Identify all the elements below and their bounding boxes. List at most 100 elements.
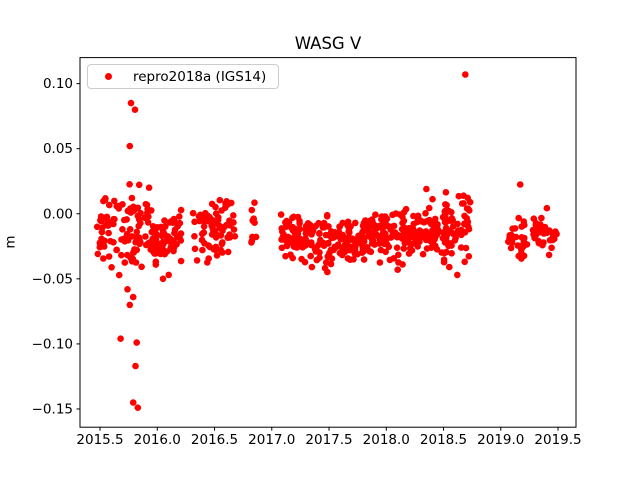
data-point [289,254,297,262]
data-point [464,194,472,202]
data-point [217,232,225,239]
data-point [252,233,260,241]
data-point [426,216,433,224]
x-tick-label: 2016.5 [191,432,238,448]
data-point [364,222,371,229]
data-point [441,208,449,215]
data-point [370,229,378,237]
data-point [517,242,524,250]
data-point [249,217,256,224]
data-point [344,222,352,230]
data-point [336,249,344,257]
data-point [209,225,217,233]
x-tick-label: 2015.5 [76,432,123,448]
data-point [177,237,185,244]
data-point [461,258,469,266]
data-point [449,223,457,230]
data-point [319,239,327,247]
data-point [152,261,160,268]
x-tick-label: 2019.5 [534,432,581,448]
outlier-point [124,286,131,293]
data-point [137,209,144,217]
data-point [319,224,327,231]
data-point [115,205,123,212]
outlier-point [126,142,134,150]
data-point [200,223,208,230]
data-point [128,233,136,240]
data-point [414,212,422,220]
data-point [413,237,421,244]
data-point [442,236,450,244]
data-point [548,244,555,252]
data-point [161,217,168,224]
y-tick-label: 0.05 [43,141,73,157]
data-point [385,243,393,251]
data-point [361,234,369,241]
data-point [532,221,540,229]
data-point [137,219,144,227]
data-point [448,208,455,216]
data-point [360,256,368,263]
data-point [169,246,176,253]
data-point [322,259,330,266]
data-point [434,226,442,234]
y-tick-label: 0.10 [43,76,73,92]
data-point [342,234,350,242]
data-point [457,244,465,251]
data-point [106,201,113,209]
data-point [193,257,201,264]
data-point [389,211,396,219]
data-point [443,201,450,209]
data-point [442,189,450,196]
data-point [177,257,185,265]
data-point [202,209,209,217]
outlier-point [446,263,453,271]
data-point [395,259,402,266]
data-point [96,239,104,246]
data-point [284,233,292,241]
data-point [217,246,224,254]
data-point [448,215,456,222]
data-point [279,233,287,241]
data-point [327,246,335,254]
data-point [324,239,332,247]
data-point [191,233,198,240]
data-point [158,224,165,231]
data-point [545,251,553,259]
data-point [433,246,441,253]
data-point [177,206,185,214]
data-point [445,227,452,234]
y-tick-label: −0.05 [32,271,73,287]
data-point [105,229,112,237]
chart-title: WASG V [294,34,362,53]
legend-marker-dot-icon [105,73,112,80]
data-point [316,249,323,256]
data-point [463,205,471,212]
data-point [118,251,125,259]
data-point [115,271,123,279]
outlier-point [454,271,461,279]
data-points [93,71,560,412]
data-point [94,250,102,258]
data-point [393,244,401,251]
x-tick-label: 2019.0 [477,432,524,448]
data-point [427,238,435,245]
data-point [443,248,450,256]
data-point [387,226,395,233]
data-point [429,195,436,203]
data-point [305,221,313,229]
data-point [402,205,410,213]
outlier-point [462,71,469,78]
data-point [142,200,150,208]
data-point [381,213,389,220]
data-point [461,220,468,227]
data-point [134,204,142,212]
data-point [142,233,149,240]
data-point [300,241,308,249]
outlier-point [308,263,316,271]
data-point [509,225,516,232]
data-point [308,231,315,238]
data-point [126,181,133,188]
data-point [515,214,522,222]
data-point [248,206,256,214]
